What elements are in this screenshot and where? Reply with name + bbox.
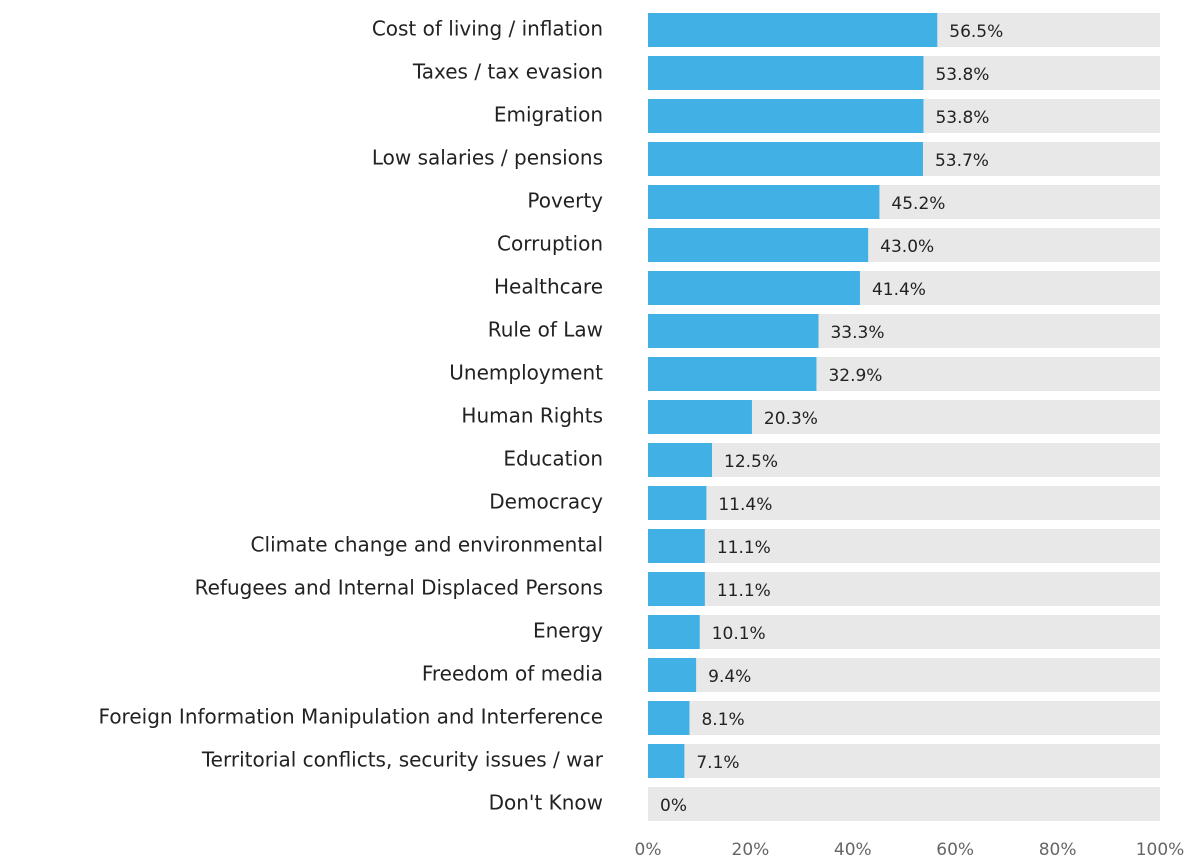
category-label: Taxes / tax evasion xyxy=(412,60,603,84)
bar-track xyxy=(648,486,1160,520)
category-label: Education xyxy=(503,447,603,471)
category-label: Emigration xyxy=(494,103,603,127)
category-label: Poverty xyxy=(527,189,603,213)
category-label: Democracy xyxy=(489,490,603,514)
bar xyxy=(648,486,707,520)
bar xyxy=(648,357,817,391)
bar xyxy=(648,744,685,778)
x-tick-label: 100% xyxy=(1136,840,1185,860)
x-tick-label: 0% xyxy=(635,840,662,860)
bar xyxy=(648,529,705,563)
value-label: 53.7% xyxy=(935,151,989,171)
bar xyxy=(648,400,752,434)
bar-track xyxy=(648,744,1160,778)
value-label: 7.1% xyxy=(696,753,739,773)
category-label: Unemployment xyxy=(449,361,603,385)
bar xyxy=(648,99,924,133)
bar xyxy=(648,314,819,348)
bar-track xyxy=(648,615,1160,649)
category-label: Cost of living / inflation xyxy=(372,17,603,41)
bar-track xyxy=(648,701,1160,735)
bar-track xyxy=(648,787,1160,821)
bar xyxy=(648,13,938,47)
value-label: 0% xyxy=(660,796,687,816)
value-label: 45.2% xyxy=(891,194,945,214)
value-label: 41.4% xyxy=(872,280,926,300)
x-tick-label: 60% xyxy=(936,840,974,860)
category-label: Climate change and environmental xyxy=(251,533,603,557)
value-label: 43.0% xyxy=(880,237,934,257)
value-label: 56.5% xyxy=(949,22,1003,42)
bar-track xyxy=(648,529,1160,563)
value-label: 20.3% xyxy=(764,409,818,429)
value-label: 53.8% xyxy=(935,65,989,85)
category-label: Rule of Law xyxy=(488,318,603,342)
bar xyxy=(648,142,923,176)
category-label: Low salaries / pensions xyxy=(372,146,603,170)
value-label: 10.1% xyxy=(712,624,766,644)
value-label: 11.1% xyxy=(717,581,771,601)
category-label: Human Rights xyxy=(461,404,603,428)
value-label: 12.5% xyxy=(724,452,778,472)
value-label: 32.9% xyxy=(828,366,882,386)
bar xyxy=(648,658,697,692)
x-tick-label: 40% xyxy=(834,840,872,860)
bar xyxy=(648,271,860,305)
bar xyxy=(648,701,690,735)
category-label: Refugees and Internal Displaced Persons xyxy=(195,576,603,600)
bar-track xyxy=(648,572,1160,606)
bar xyxy=(648,615,700,649)
value-label: 9.4% xyxy=(708,667,751,687)
category-label: Corruption xyxy=(497,232,603,256)
value-label: 53.8% xyxy=(935,108,989,128)
bar xyxy=(648,185,880,219)
bar-track xyxy=(648,658,1160,692)
category-label: Freedom of media xyxy=(422,662,603,686)
category-label: Energy xyxy=(533,619,603,643)
bar xyxy=(648,56,924,90)
bar xyxy=(648,443,712,477)
category-label: Territorial conflicts, security issues /… xyxy=(201,748,604,772)
category-label: Healthcare xyxy=(494,275,603,299)
x-tick-label: 80% xyxy=(1039,840,1077,860)
category-label: Don't Know xyxy=(489,791,603,815)
category-label: Foreign Information Manipulation and Int… xyxy=(99,705,603,729)
value-label: 11.1% xyxy=(717,538,771,558)
bar xyxy=(648,572,705,606)
value-label: 11.4% xyxy=(718,495,772,515)
value-label: 33.3% xyxy=(830,323,884,343)
bar-track xyxy=(648,443,1160,477)
x-tick-label: 20% xyxy=(732,840,770,860)
bar xyxy=(648,228,869,262)
value-label: 8.1% xyxy=(701,710,744,730)
